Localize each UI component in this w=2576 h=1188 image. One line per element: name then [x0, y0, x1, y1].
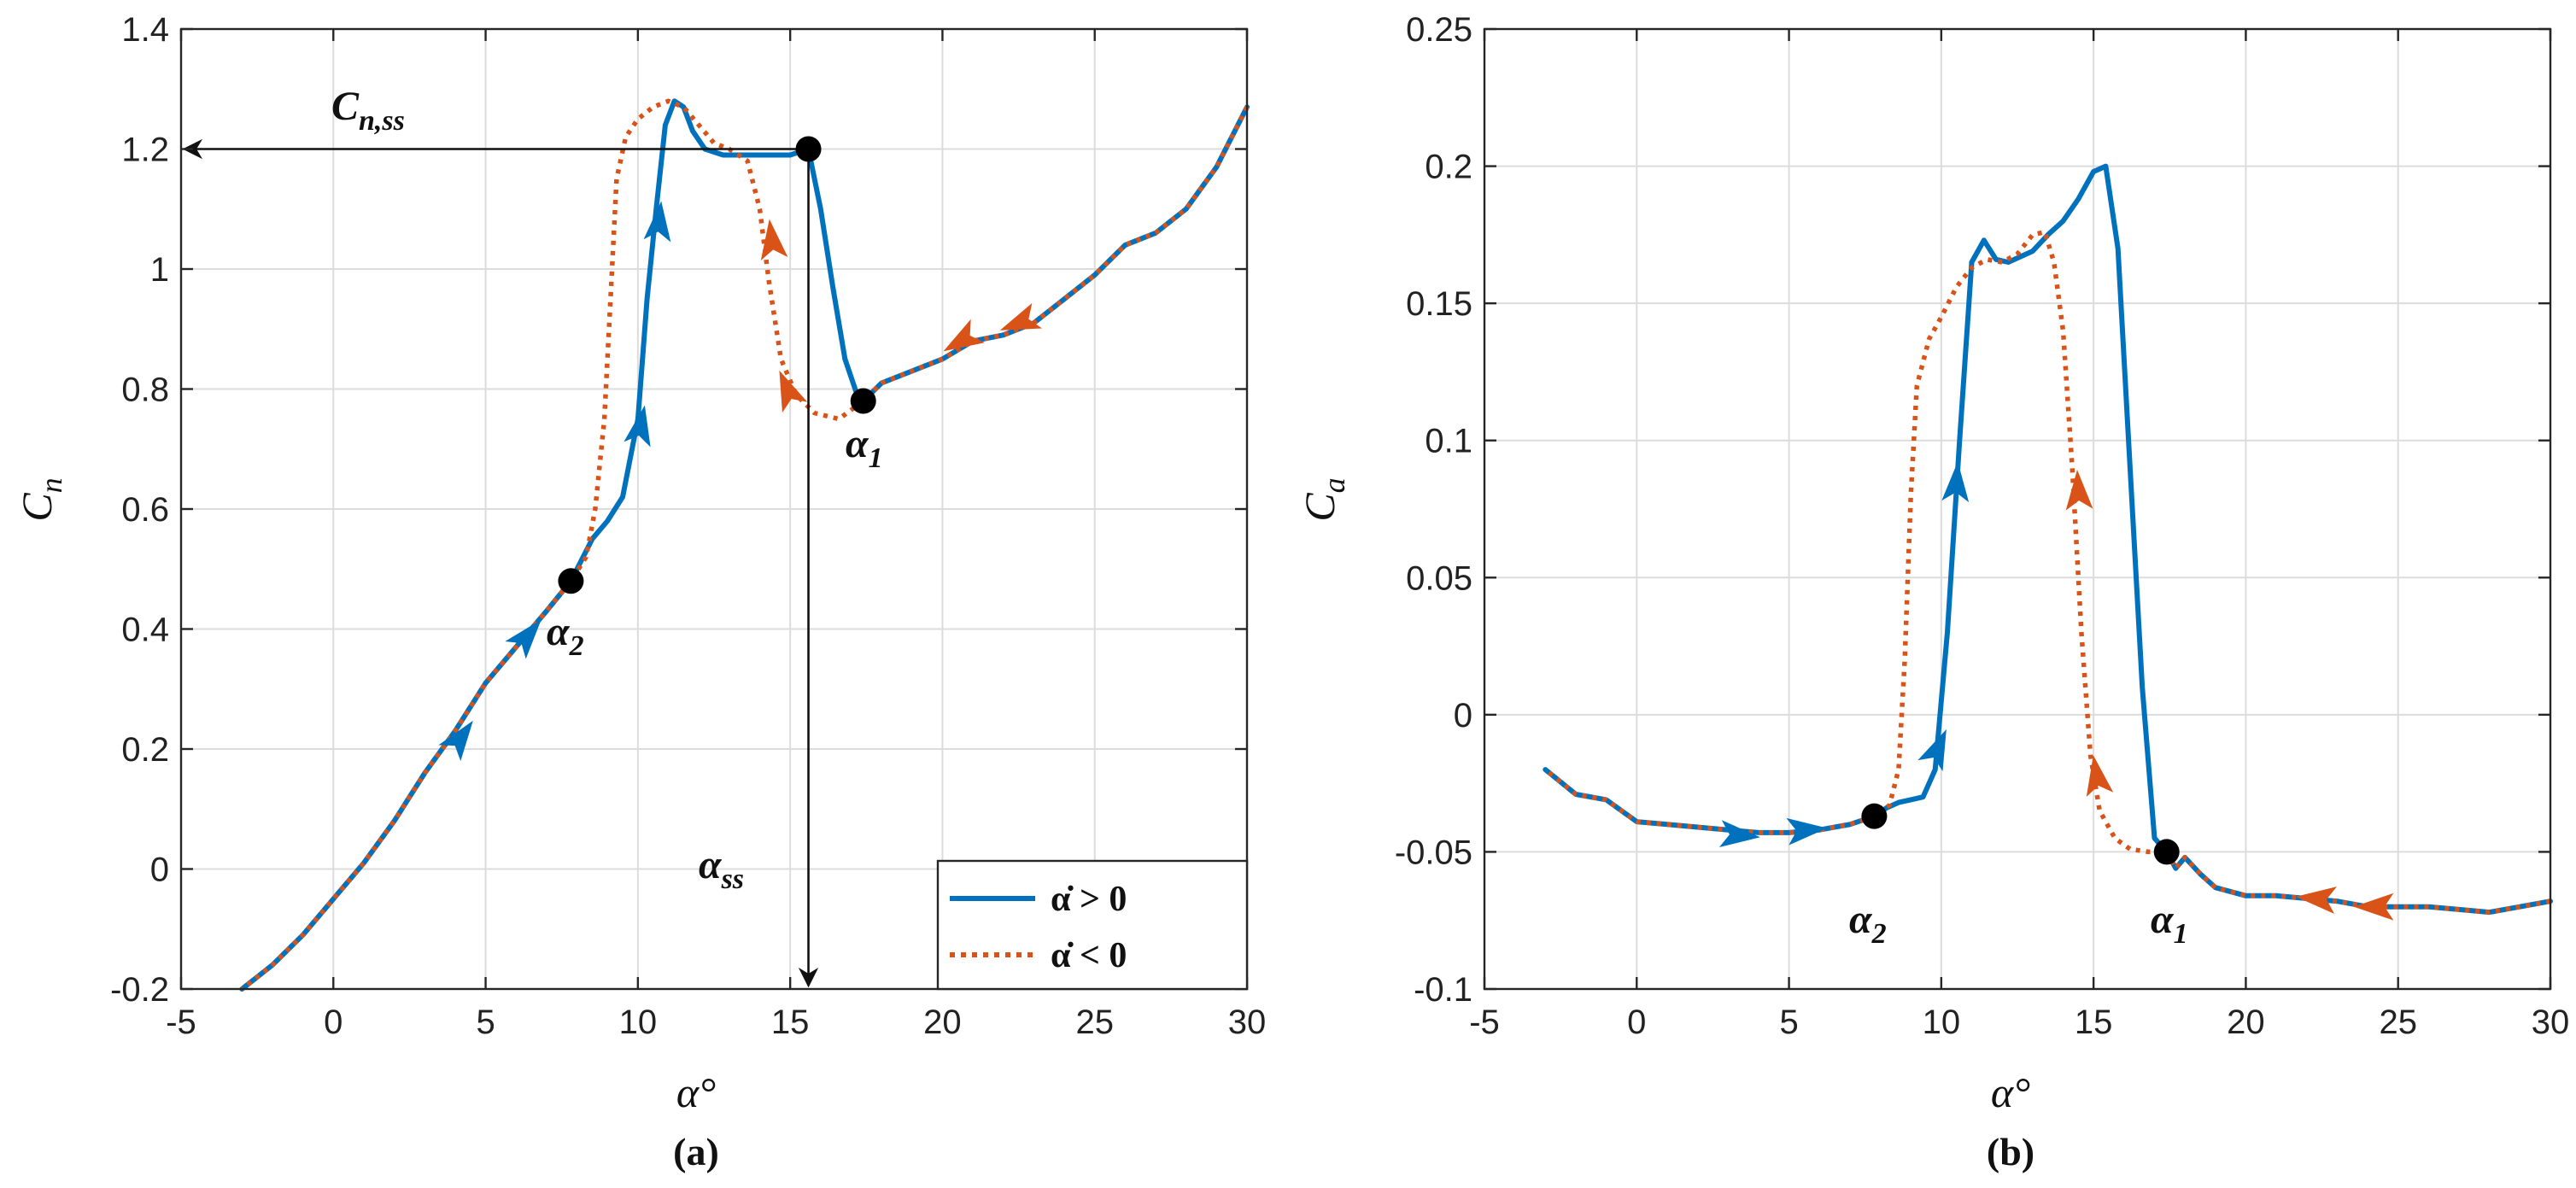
- alpha2-label-b: α2: [1849, 897, 1887, 950]
- x-tick-label: -5: [1469, 1004, 1500, 1041]
- x-axis-label-a: α°: [676, 1068, 716, 1116]
- legend-label-decreasing: α̇ < 0: [1051, 936, 1127, 975]
- x-tick-label: 15: [2075, 1004, 2113, 1041]
- markers-b: [1861, 803, 2180, 865]
- y-tick-label: 0: [1454, 697, 1472, 734]
- axes-frame-b: [1483, 27, 2552, 991]
- alpha1-label-a: α1: [846, 421, 883, 474]
- direction-arrow-increasing: [1941, 461, 1970, 503]
- y-axis-label-a: Cn: [13, 477, 68, 521]
- y-tick-label: 1.4: [121, 11, 169, 49]
- chart-b: -5 0 5 10 15 20 25 30 -0.1 -0.05 0 0.05 0.1 0.15 0.2 0.…: [1296, 11, 2569, 1173]
- direction-arrow-increasing: [438, 720, 473, 762]
- y-tick-label: 0.2: [121, 731, 169, 769]
- direction-arrow-decreasing: [2065, 469, 2093, 511]
- y-tick-label: 0.15: [1406, 285, 1472, 323]
- x-tick-label: 20: [923, 1004, 962, 1041]
- key-point-marker: [1861, 803, 1888, 829]
- key-point-marker: [850, 388, 876, 414]
- x-tick-label: 30: [1228, 1004, 1267, 1041]
- y-axis-label-b: Ca: [1296, 477, 1351, 521]
- direction-arrow-decreasing: [943, 319, 985, 352]
- direction-arrow-decreasing: [760, 219, 788, 260]
- x-tick-label: 20: [2227, 1004, 2265, 1041]
- series-line-increasing: [1543, 163, 2553, 916]
- y-tick-label: -0.2: [110, 971, 169, 1009]
- y-tick-label: 1.2: [121, 132, 169, 169]
- series-b: [1543, 163, 2553, 916]
- direction-arrows-b: [1718, 461, 2394, 921]
- direction-arrow-decreasing: [2086, 755, 2114, 798]
- x-tick-label: 25: [2379, 1004, 2417, 1041]
- direction-arrow-increasing: [624, 405, 651, 448]
- y-tick-label: -0.1: [1414, 971, 1472, 1009]
- y-tick-label: 0.1: [1425, 423, 1472, 460]
- direction-arrow-increasing: [1917, 729, 1947, 772]
- direction-arrow-decreasing: [2295, 887, 2337, 914]
- series-a: [239, 98, 1250, 992]
- y-tick-label: 0.25: [1406, 11, 1472, 49]
- direction-arrow-decreasing: [2353, 892, 2394, 921]
- alpha-ss-label: αss: [699, 842, 744, 895]
- legend: α̇ > 0 α̇ < 0: [936, 859, 1249, 991]
- key-point-marker: [558, 568, 584, 594]
- x-tick-label: 5: [476, 1004, 495, 1041]
- alpha2-label-a: α2: [547, 609, 584, 662]
- y-tick-label: 0: [150, 851, 169, 889]
- x-tick-label: 25: [1075, 1004, 1114, 1041]
- panel-label-a: (a): [673, 1130, 719, 1173]
- x-tick-label: 0: [1627, 1004, 1646, 1041]
- series-line-decreasing: [1543, 229, 2551, 915]
- direction-arrow-increasing: [643, 201, 671, 243]
- cn-ss-label: Cn,ss: [331, 84, 405, 137]
- key-point-marker: [2153, 839, 2180, 865]
- x-tick-label: -5: [166, 1004, 196, 1041]
- x-tick-label: 10: [619, 1004, 658, 1041]
- panel-label-b: (b): [1987, 1130, 2034, 1173]
- direction-arrow-decreasing: [999, 302, 1043, 331]
- legend-label-increasing: α̇ > 0: [1051, 880, 1127, 919]
- y-tick-label: 0.4: [121, 612, 169, 649]
- direction-arrow-decreasing: [779, 370, 808, 413]
- series-line-decreasing: [240, 98, 1250, 992]
- key-point-marker: [795, 136, 822, 162]
- direction-arrow-increasing: [1718, 820, 1760, 848]
- x-axis-label-b: α°: [1991, 1068, 2030, 1116]
- y-tick-label: 0.6: [121, 491, 169, 529]
- alpha1-label-b: α1: [2151, 897, 2188, 950]
- direction-arrows-a: [438, 201, 1043, 762]
- tick-labels-b: -5 0 5 10 15 20 25 30 -0.1 -0.05 0 0.05 0.1 0.15 0.2 0.…: [1395, 11, 2569, 1041]
- x-tick-label: 15: [771, 1004, 810, 1041]
- tick-labels-a: -5 0 5 10 15 20 25 30 -0.2 0 0.2 0.4 0.6 0.8 1 1.2 1.4: [110, 11, 1266, 1041]
- chart-a: -5 0 5 10 15 20 25 30 -0.2 0 0.2 0.4 0.6 0.8 1 1.2 1.4 C…: [13, 11, 1266, 1173]
- x-tick-label: 30: [2532, 1004, 2570, 1041]
- series-line-increasing: [239, 98, 1250, 992]
- direction-arrow-increasing: [1786, 817, 1828, 846]
- legend-box: [936, 859, 1249, 991]
- x-tick-label: 10: [1923, 1004, 1961, 1041]
- grid-b: [1484, 28, 2551, 990]
- x-tick-label: 5: [1779, 1004, 1798, 1041]
- x-tick-label: 0: [324, 1004, 342, 1041]
- y-tick-label: 0.2: [1425, 149, 1472, 186]
- markers-a: [558, 136, 876, 594]
- y-tick-label: -0.05: [1395, 834, 1472, 871]
- y-tick-label: 1: [150, 251, 169, 289]
- y-tick-label: 0.05: [1406, 559, 1472, 597]
- direction-arrow-increasing: [505, 619, 542, 659]
- y-tick-label: 0.8: [121, 372, 169, 409]
